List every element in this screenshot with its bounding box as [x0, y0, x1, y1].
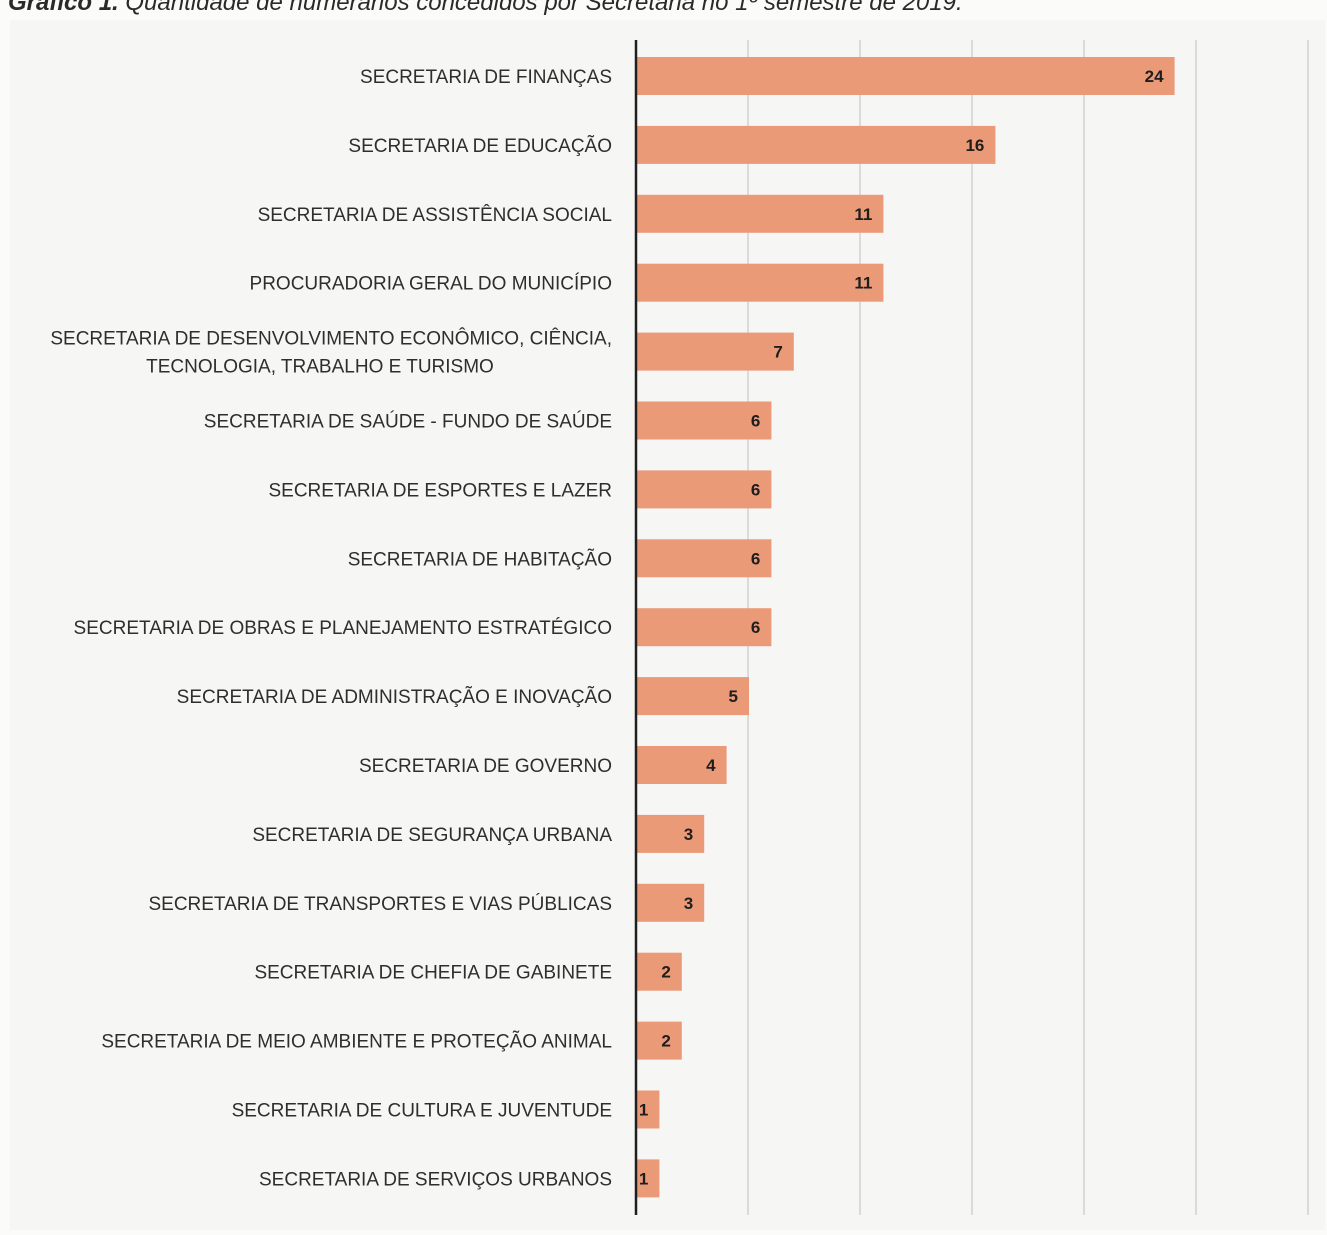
bar	[637, 1090, 660, 1129]
data-label: 3	[684, 894, 693, 913]
category-label: SECRETARIA DE CHEFIA DE GABINETE	[254, 963, 612, 984]
data-label: 7	[773, 343, 782, 362]
bar	[637, 125, 996, 164]
category-label: SECRETARIA DE EDUCAÇÃO	[348, 135, 612, 157]
category-label: SECRETARIA DE CULTURA E JUVENTUDE	[232, 1101, 612, 1122]
bar	[637, 470, 772, 509]
data-label: 2	[661, 963, 670, 982]
bar	[637, 539, 772, 578]
bar	[637, 1021, 682, 1060]
data-label: 16	[965, 136, 984, 155]
bar	[637, 263, 884, 302]
figure-caption: Gráfico 1. Quantidade de numerários conc…	[8, 0, 1318, 16]
data-label: 4	[706, 756, 716, 775]
data-label: 6	[751, 412, 760, 431]
bar	[637, 332, 794, 371]
category-labels: SECRETARIA DE FINANÇAS SECRETARIA DE EDUC…	[50, 67, 612, 1190]
data-label: 11	[854, 205, 872, 224]
data-label: 6	[751, 480, 760, 499]
data-label: 3	[684, 825, 693, 844]
data-label: 6	[751, 618, 760, 637]
category-label: SECRETARIA DE HABITAÇÃO	[348, 548, 612, 570]
category-label: SECRETARIA DE DESENVOLVIMENTO ECONÔMICO,…	[50, 328, 612, 378]
category-label: SECRETARIA DE ADMINISTRAÇÃO E INOVAÇÃO	[177, 686, 612, 708]
bars	[637, 57, 1175, 1198]
data-label: 11	[854, 274, 872, 293]
data-label: 2	[661, 1032, 670, 1051]
bar	[637, 883, 705, 922]
data-label: 1	[639, 1101, 648, 1120]
bar	[637, 677, 749, 716]
category-label: SECRETARIA DE SAÚDE - FUNDO DE SAÚDE	[204, 411, 612, 433]
category-label: SECRETARIA DE GOVERNO	[359, 756, 612, 777]
category-label: SECRETARIA DE SERVIÇOS URBANOS	[259, 1169, 612, 1190]
bar	[637, 1159, 660, 1198]
category-label: SECRETARIA DE OBRAS E PLANEJAMENTO ESTRA…	[74, 618, 612, 639]
bar	[637, 608, 772, 647]
bar	[637, 194, 884, 233]
bar	[637, 746, 727, 784]
gridlines	[747, 40, 1309, 1215]
caption-label: Gráfico 1.	[8, 0, 119, 16]
category-label: SECRETARIA DE TRANSPORTES E VIAS PÚBLICA…	[148, 893, 612, 915]
category-label: PROCURADORIA GERAL DO MUNICÍPIO	[250, 274, 612, 295]
bar	[637, 952, 682, 991]
caption-text: Quantidade de numerários concedidos por …	[118, 0, 963, 16]
bar	[637, 401, 772, 440]
bar	[637, 814, 705, 853]
data-label: 6	[751, 549, 760, 568]
category-label: SECRETARIA DE SEGURANÇA URBANA	[252, 825, 612, 846]
bar	[637, 57, 1175, 95]
data-label: 1	[639, 1169, 648, 1188]
category-label: SECRETARIA DE ESPORTES E LAZER	[268, 480, 612, 501]
data-label: 5	[729, 687, 738, 706]
category-label: SECRETARIA DE FINANÇAS	[360, 67, 612, 88]
category-label: SECRETARIA DE MEIO AMBIENTE E PROTEÇÃO A…	[101, 1031, 612, 1053]
category-label: SECRETARIA DE ASSISTÊNCIA SOCIAL	[258, 204, 612, 226]
data-label: 24	[1145, 67, 1164, 86]
